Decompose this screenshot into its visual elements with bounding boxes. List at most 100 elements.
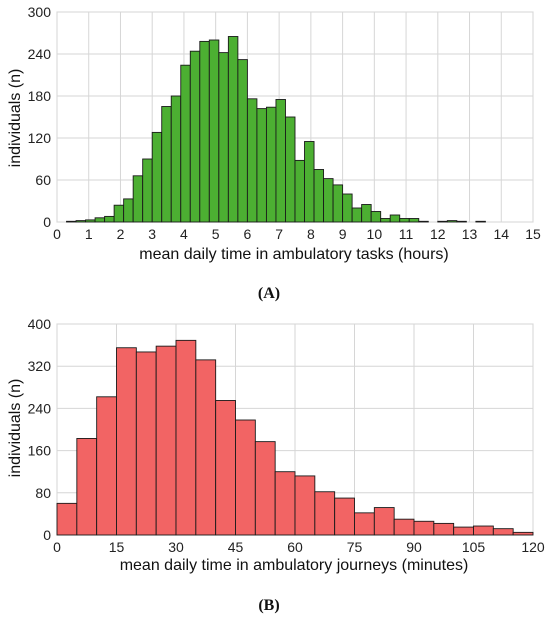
histogram-bar-b [135,351,157,536]
histogram-bar-a [351,207,363,223]
x-tick-label-b: 105 [462,539,486,555]
histogram-bar-b [354,512,375,536]
histogram-bar-b [512,531,534,536]
histogram-bar-a [342,193,353,223]
x-tick-label-b: 60 [287,539,303,555]
x-tick-label-a: 5 [212,226,220,242]
y-tick-label-a: 120 [28,130,52,146]
y-tick-label-a: 0 [43,214,51,230]
histogram-bar-a [180,64,191,223]
x-tick-label-a: 11 [399,226,414,242]
x-tick-label-a: 7 [275,226,283,242]
histogram-bar-b [294,475,316,536]
histogram-bar-b [373,507,395,536]
histogram-bar-a [246,98,258,223]
histogram-bar-b [175,339,197,536]
y-tick-label-b: 240 [28,400,52,416]
histogram-bar-a [218,52,229,223]
y-tick-label-a: 300 [28,4,52,20]
histogram-panel-b: 0 15 30 45 60 75 90 105 120 0 80 160 240 320 400 mean … [7,316,545,614]
panel-label-b: (B) [258,597,279,614]
histogram-bar-a [313,169,325,223]
x-axis-label-a: mean daily time in ambulatory tasks (hou… [139,246,448,263]
x-tick-label-a: 6 [244,226,252,242]
histogram-bar-b [96,396,117,536]
x-tick-label-a: 14 [493,226,509,242]
histogram-bar-a [361,204,372,223]
histogram-bar-a [75,220,87,223]
histogram-bar-a [123,198,134,223]
histogram-bar-b [413,520,435,536]
histogram-bar-b [56,502,78,536]
histogram-bar-b [254,441,276,536]
x-tick-label-b: 30 [168,539,184,555]
histogram-bar-a [170,95,182,223]
x-tick-label-a: 0 [53,226,61,242]
y-tick-label-b: 80 [35,485,51,501]
histogram-bar-a [380,218,391,223]
histogram-bar-b [473,525,494,536]
x-tick-label-a: 2 [117,226,125,242]
histogram-bar-b [76,438,98,536]
histogram-bar-a [66,220,77,223]
histogram-bar-a [94,217,106,223]
histogram-bar-a [475,220,486,223]
histogram-bar-a [418,220,429,223]
histogram-bar-a [285,116,296,223]
histogram-bar-b [195,359,217,536]
histogram-bar-a [104,215,115,223]
x-tick-label-a: 9 [339,226,347,242]
histogram-bar-a [161,106,172,223]
histogram-bar-a [332,184,344,223]
histogram-bar-a [456,220,467,223]
x-axis-label-b: mean daily time in ambulatory journeys (… [120,557,469,574]
y-tick-label-b: 400 [28,316,52,332]
histogram-bar-b [116,347,137,536]
histogram-bar-b [314,491,336,536]
x-tick-label-a: 8 [307,226,315,242]
histogram-bar-a [227,36,239,223]
histogram-bar-a [132,175,144,223]
y-tick-label-b: 320 [28,358,52,374]
histogram-bar-a [294,159,305,223]
histogram-bar-a [275,99,286,223]
histogram-bar-a [113,204,125,223]
histogram-bar-b [235,419,256,536]
histogram-bar-a [208,39,220,223]
y-tick-label-b: 0 [43,527,51,543]
histogram-bar-a [304,141,315,223]
x-tick-label-a: 4 [180,226,188,242]
histogram-bar-b [433,522,455,536]
y-axis-label-b: individuals (n) [7,379,24,478]
histogram-bar-a [323,178,334,223]
y-tick-label-a: 60 [35,172,51,188]
histogram-bar-b [155,345,177,536]
histogram-bar-b [393,518,415,536]
histogram-bar-b [274,471,296,536]
histogram-bar-a [389,214,401,223]
y-tick-label-a: 180 [28,88,52,104]
histogram-bar-a [189,50,201,223]
x-tick-label-a: 3 [148,226,156,242]
histogram-bar-a [446,220,458,223]
x-tick-label-a: 13 [462,226,478,242]
y-tick-label-b: 160 [28,443,52,459]
y-axis-label-a: individuals (n) [7,69,24,168]
histogram-bar-b [334,497,355,536]
x-tick-label-a: 10 [367,226,383,242]
x-tick-label-b: 90 [406,539,422,555]
x-tick-label-a: 1 [85,226,93,242]
histogram-bar-a [437,220,448,223]
x-tick-label-b: 15 [109,539,125,555]
histogram-bar-b [492,528,514,536]
histogram-bar-a [265,106,277,223]
x-tick-label-a: 12 [430,226,446,242]
histogram-bar-a [142,158,153,223]
histogram-bar-a [370,211,382,223]
histogram-bar-a [85,219,96,223]
histogram-bar-a [408,218,420,223]
histogram-bar-b [453,526,474,536]
histogram-bar-a [151,131,163,223]
